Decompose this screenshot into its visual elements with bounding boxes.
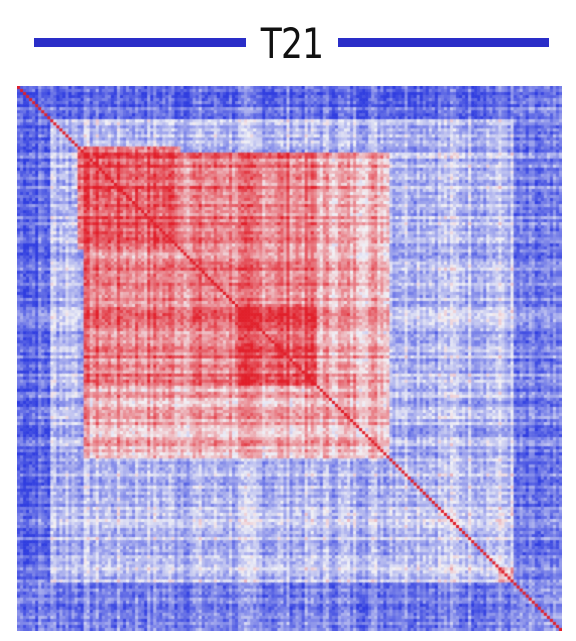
correlation-heatmap — [17, 86, 562, 631]
title-rule-right — [338, 38, 549, 47]
heatmap-panel — [17, 86, 562, 631]
chart-title-row: T21 — [0, 14, 576, 74]
title-rule-left — [34, 38, 246, 47]
chart-title: T21 — [260, 19, 324, 68]
